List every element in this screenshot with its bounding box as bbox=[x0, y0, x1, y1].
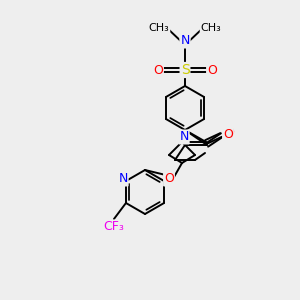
Text: O: O bbox=[207, 64, 217, 76]
Text: N: N bbox=[180, 34, 190, 47]
Text: CF₃: CF₃ bbox=[103, 220, 124, 233]
Text: CH₃: CH₃ bbox=[148, 23, 170, 33]
Text: O: O bbox=[223, 128, 233, 140]
Text: N: N bbox=[118, 172, 128, 185]
Text: O: O bbox=[153, 64, 163, 76]
Text: S: S bbox=[181, 63, 189, 77]
Text: N: N bbox=[179, 130, 189, 143]
Text: O: O bbox=[224, 127, 234, 140]
Text: CH₃: CH₃ bbox=[201, 23, 221, 33]
Text: O: O bbox=[164, 172, 174, 185]
